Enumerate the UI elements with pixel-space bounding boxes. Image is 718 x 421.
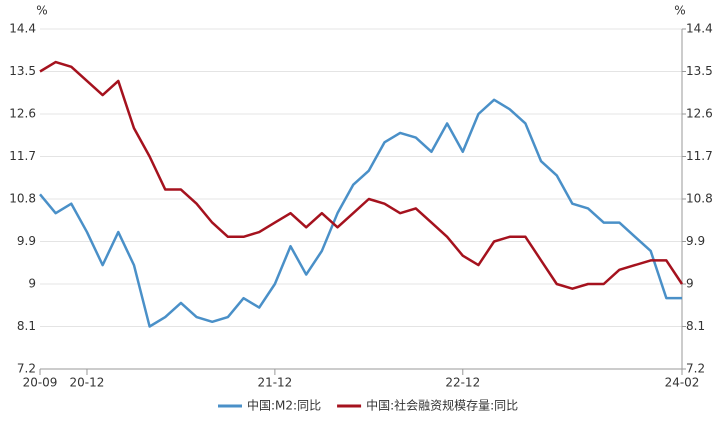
y-tick-label: 13.5 [9, 64, 36, 78]
line-series [39, 98, 682, 328]
y2-tick-label: 12.6 [686, 107, 713, 121]
x-tick-label: 22-12 [445, 376, 480, 390]
x-tick-label: 24-02 [665, 376, 700, 390]
legend-label: 中国:社会融资规模存量:同比 [366, 398, 518, 413]
x-tick-label: 20-09 [23, 376, 58, 390]
x-tick-label: 21-12 [257, 376, 292, 390]
y2-tick-label: 14.4 [686, 22, 713, 36]
y-tick-label: 12.6 [9, 107, 36, 121]
y-tick-label: 11.7 [9, 149, 36, 163]
y-tick-label: 10.8 [9, 192, 36, 206]
y2-tick-label: 7.2 [686, 362, 705, 376]
y-axis-unit: % [36, 4, 47, 18]
y2-tick-label: 11.7 [686, 149, 713, 163]
y-tick-label: 9 [28, 277, 36, 291]
y-tick-label: 7.2 [17, 362, 36, 376]
y2-axis-unit: % [674, 4, 685, 18]
y-tick-label: 8.1 [17, 319, 36, 333]
y2-tick-label: 10.8 [686, 192, 713, 206]
y2-tick-label: 9 [686, 277, 694, 291]
y2-tick-label: 9.9 [686, 234, 705, 248]
y2-tick-label: 8.1 [686, 319, 705, 333]
line-series [39, 60, 684, 290]
y-tick-label: 14.4 [9, 22, 36, 36]
y-tick-label: 9.9 [17, 234, 36, 248]
y2-tick-label: 13.5 [686, 64, 713, 78]
legend-label: 中国:M2:同比 [247, 398, 321, 413]
x-tick-label: 20-12 [70, 376, 105, 390]
